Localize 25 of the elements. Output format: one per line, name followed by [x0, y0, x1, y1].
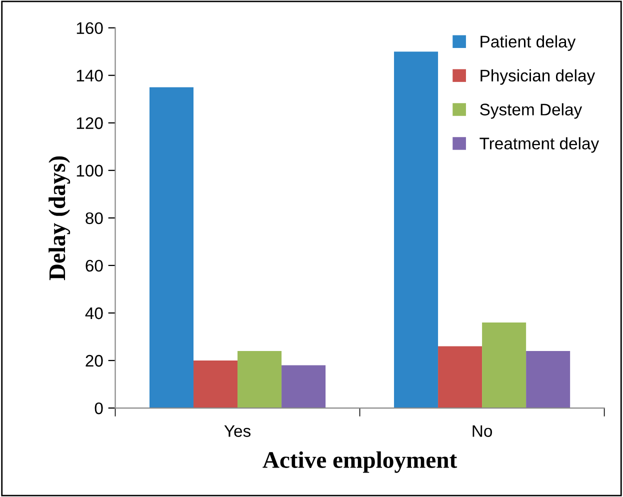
bar	[194, 360, 238, 408]
y-tick-label: 40	[85, 307, 103, 320]
y-tick-label: 100	[76, 164, 103, 177]
y-tick-label: 60	[86, 260, 103, 272]
y-tick-label: 160	[76, 22, 103, 34]
x-tick-label: No	[472, 425, 492, 437]
x-tick-label: Yes	[224, 425, 251, 437]
bar	[438, 346, 482, 408]
bar	[526, 351, 570, 408]
y-tick-label: 0	[94, 402, 103, 414]
bar	[238, 351, 282, 408]
bar	[394, 52, 438, 408]
y-axis-title: Delay (days)	[48, 156, 70, 280]
legend-label: Treatment delay	[480, 137, 600, 153]
x-axis-title: Active employment	[262, 451, 458, 473]
legend-label: Patient delay	[480, 35, 576, 51]
legend-label: System Delay	[480, 103, 582, 119]
bar	[149, 87, 194, 408]
y-tick-label: 80	[86, 212, 103, 224]
bar	[282, 365, 326, 408]
bar	[482, 322, 526, 408]
y-tick-label: 140	[76, 70, 103, 82]
y-tick-label: 120	[76, 117, 103, 130]
legend-label: Physician delay	[480, 69, 596, 85]
y-tick-label: 20	[86, 354, 103, 367]
